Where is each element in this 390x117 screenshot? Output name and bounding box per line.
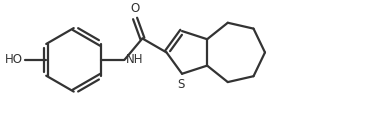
Text: NH: NH <box>126 53 144 66</box>
Text: O: O <box>131 2 140 15</box>
Text: HO: HO <box>5 53 23 66</box>
Text: S: S <box>177 78 185 91</box>
